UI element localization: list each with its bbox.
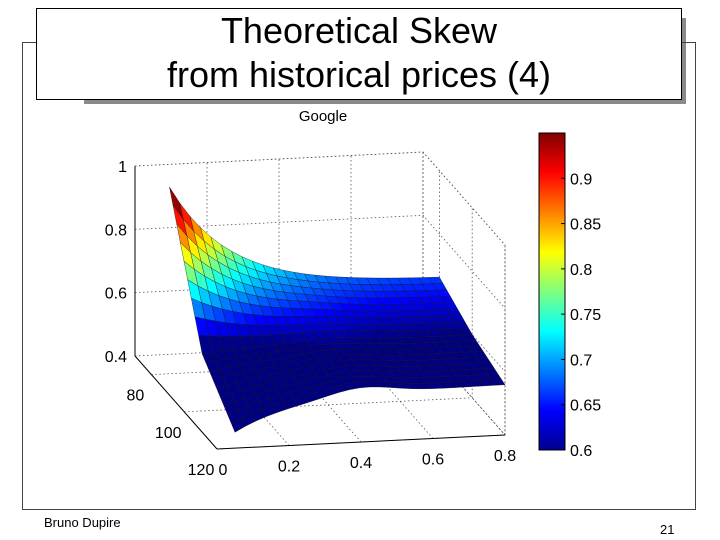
x-gridline	[350, 155, 434, 439]
colorbar: 0.6 0.65 0.7 0.75 0.8 0.85 0.9	[538, 132, 601, 460]
x-tick-label: 0.2	[278, 459, 300, 476]
colorbar-tick-label: 0.9	[570, 171, 592, 188]
surface-layer	[169, 186, 506, 433]
z-tick-label: 0.6	[105, 286, 127, 303]
x-tick-label: 0.4	[350, 455, 372, 472]
x-tick-label: 0.6	[422, 452, 444, 469]
colorbar-gradient	[538, 132, 566, 451]
y-axis-line	[134, 355, 218, 450]
colorbar-tick-label: 0.65	[570, 398, 601, 415]
x-gridline	[278, 159, 362, 443]
slide-title: Theoretical Skew from historical prices …	[36, 8, 682, 100]
chart-title: Google	[299, 108, 347, 125]
z-gridline	[134, 214, 506, 309]
x-gridline	[422, 152, 506, 436]
title-line-2: from historical prices (4)	[166, 54, 552, 95]
colorbar-tick-label: 0.7	[570, 352, 592, 369]
x-tick-label: 0	[219, 462, 228, 479]
page-number: 21	[660, 522, 675, 537]
y-tick-label: 80	[127, 388, 145, 405]
x-tick-label: 0.8	[494, 448, 516, 465]
z-tick-label: 1	[118, 159, 127, 176]
z-tick-label: 0.4	[105, 349, 127, 366]
title-line-1: Theoretical Skew	[220, 10, 498, 51]
colorbar-tick-label: 0.85	[570, 217, 601, 234]
z-tick-label: 0.8	[105, 222, 127, 239]
author-footer: Bruno Dupire	[44, 515, 121, 530]
colorbar-tick-label: 0.8	[570, 262, 592, 279]
labels-layer: 0 0.2 0.4 0.6 0.8 80 100 120 0.4 0.6 0.8 1	[105, 159, 516, 479]
y-tick-label: 100	[155, 425, 182, 442]
x-axis-line	[216, 434, 506, 450]
y-tick-label: 120	[188, 462, 215, 479]
colorbar-tick-label: 0.75	[570, 307, 601, 324]
surface-patch	[490, 378, 506, 386]
colorbar-tick-label: 0.6	[570, 443, 592, 460]
